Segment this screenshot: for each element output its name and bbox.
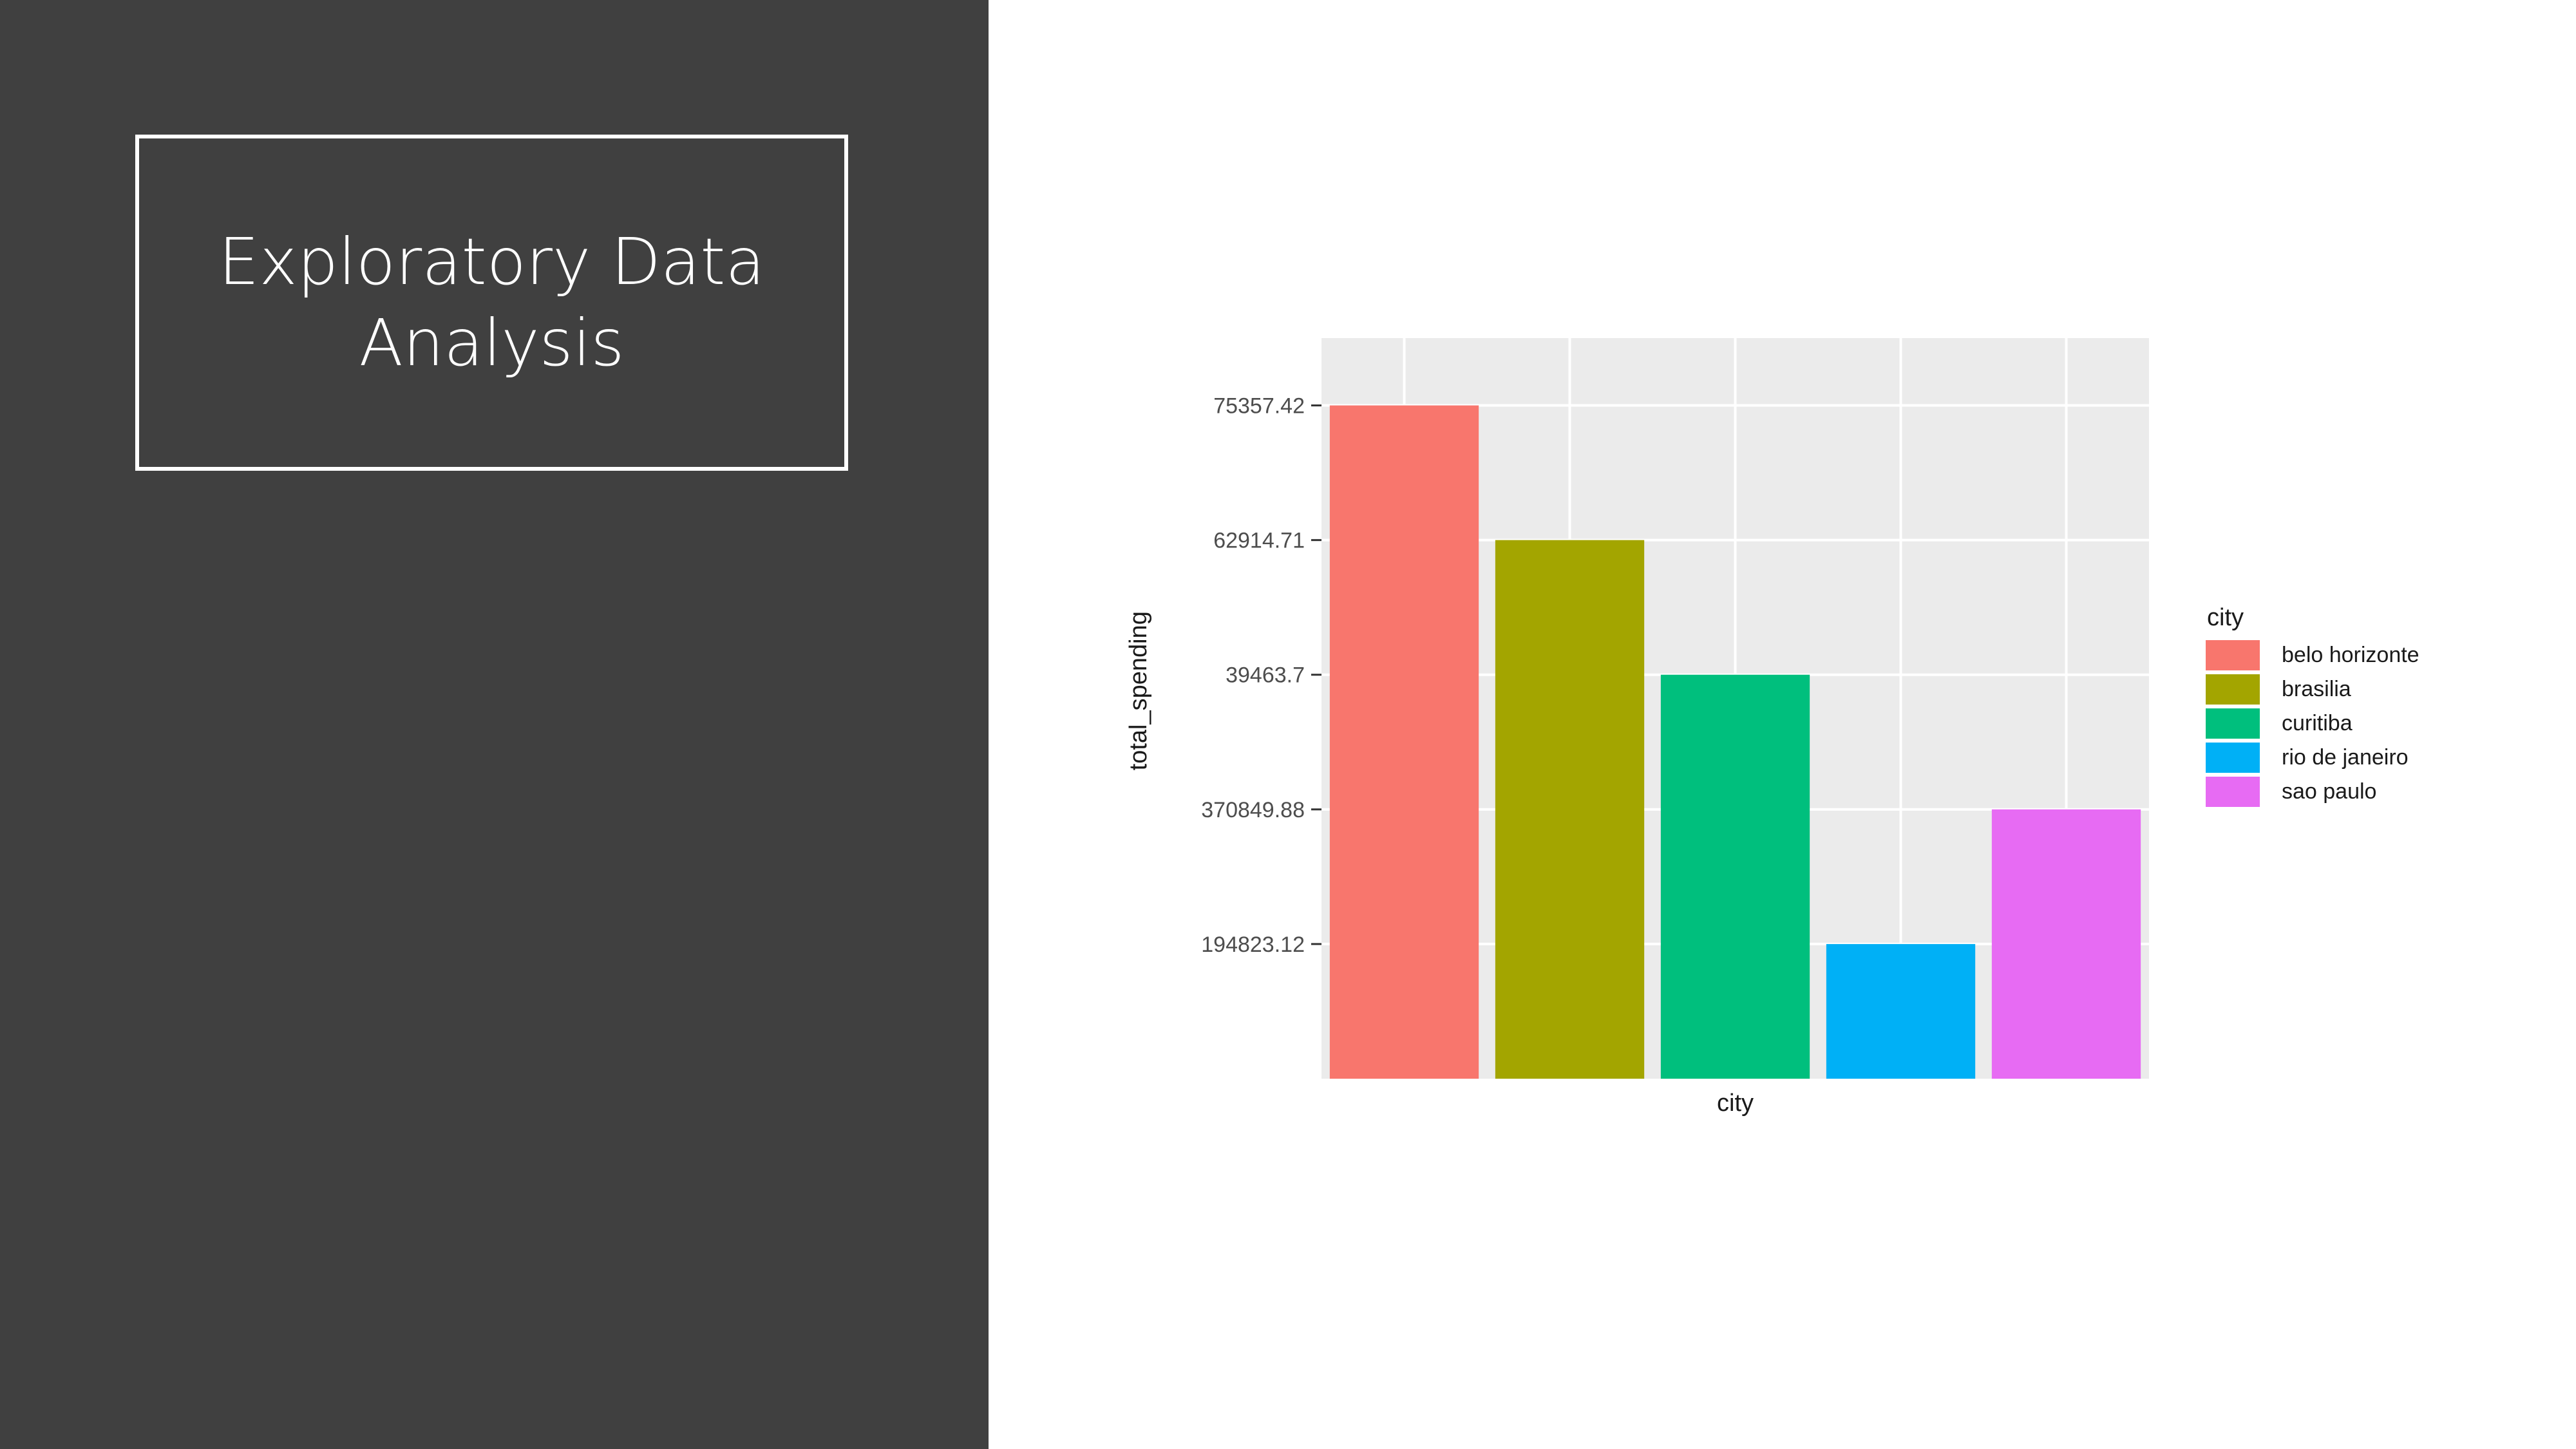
bar-rio-de-janeiro [1826, 943, 1976, 1079]
legend-item: rio de janeiro [2206, 741, 2420, 775]
legend-swatch [2206, 777, 2260, 807]
legend-swatch [2206, 743, 2260, 773]
y-tick-label: 370849.88 [1201, 798, 1305, 822]
legend-item: curitiba [2206, 706, 2420, 741]
legend-swatch [2206, 674, 2260, 705]
y-axis-label: total_spending [1125, 611, 1152, 770]
legend-item: sao paulo [2206, 775, 2420, 809]
bar-chart: 194823.12 370849.88 39463.7 62914.71 75357.4… [1125, 338, 2149, 1117]
legend-label: brasilia [2282, 677, 2351, 701]
slide-title: Exploratory Data Analysis [218, 224, 765, 381]
chart-area: 194823.12 370849.88 39463.7 62914.71 75357.4… [1095, 309, 2537, 1146]
bar-curitiba [1660, 674, 1810, 1079]
y-tick-label: 194823.12 [1201, 933, 1305, 957]
legend-item: brasilia [2206, 672, 2420, 706]
bar-belo-horizonte [1329, 405, 1479, 1079]
legend-label: rio de janeiro [2282, 745, 2409, 770]
legend: city belo horizonte brasilia curitiba rio d… [2206, 604, 2420, 809]
legend-items: belo horizonte brasilia curitiba rio de jan… [2206, 638, 2420, 809]
y-tick-label: 62914.71 [1213, 529, 1305, 553]
legend-label: curitiba [2282, 711, 2353, 735]
bar-brasilia [1495, 540, 1645, 1079]
legend-label: belo horizonte [2282, 643, 2420, 667]
title-panel: Exploratory Data Analysis [0, 0, 989, 1449]
legend-swatch [2206, 708, 2260, 739]
x-axis-label: city [1717, 1090, 1754, 1117]
legend-swatch [2206, 640, 2260, 670]
y-tick-label: 75357.42 [1213, 394, 1305, 419]
bar-sao-paulo [1991, 809, 2141, 1079]
legend-item: belo horizonte [2206, 638, 2420, 672]
legend-title: city [2207, 604, 2244, 631]
legend-label: sao paulo [2282, 779, 2377, 804]
title-box: Exploratory Data Analysis [135, 135, 848, 471]
y-tick-label: 39463.7 [1226, 663, 1305, 688]
